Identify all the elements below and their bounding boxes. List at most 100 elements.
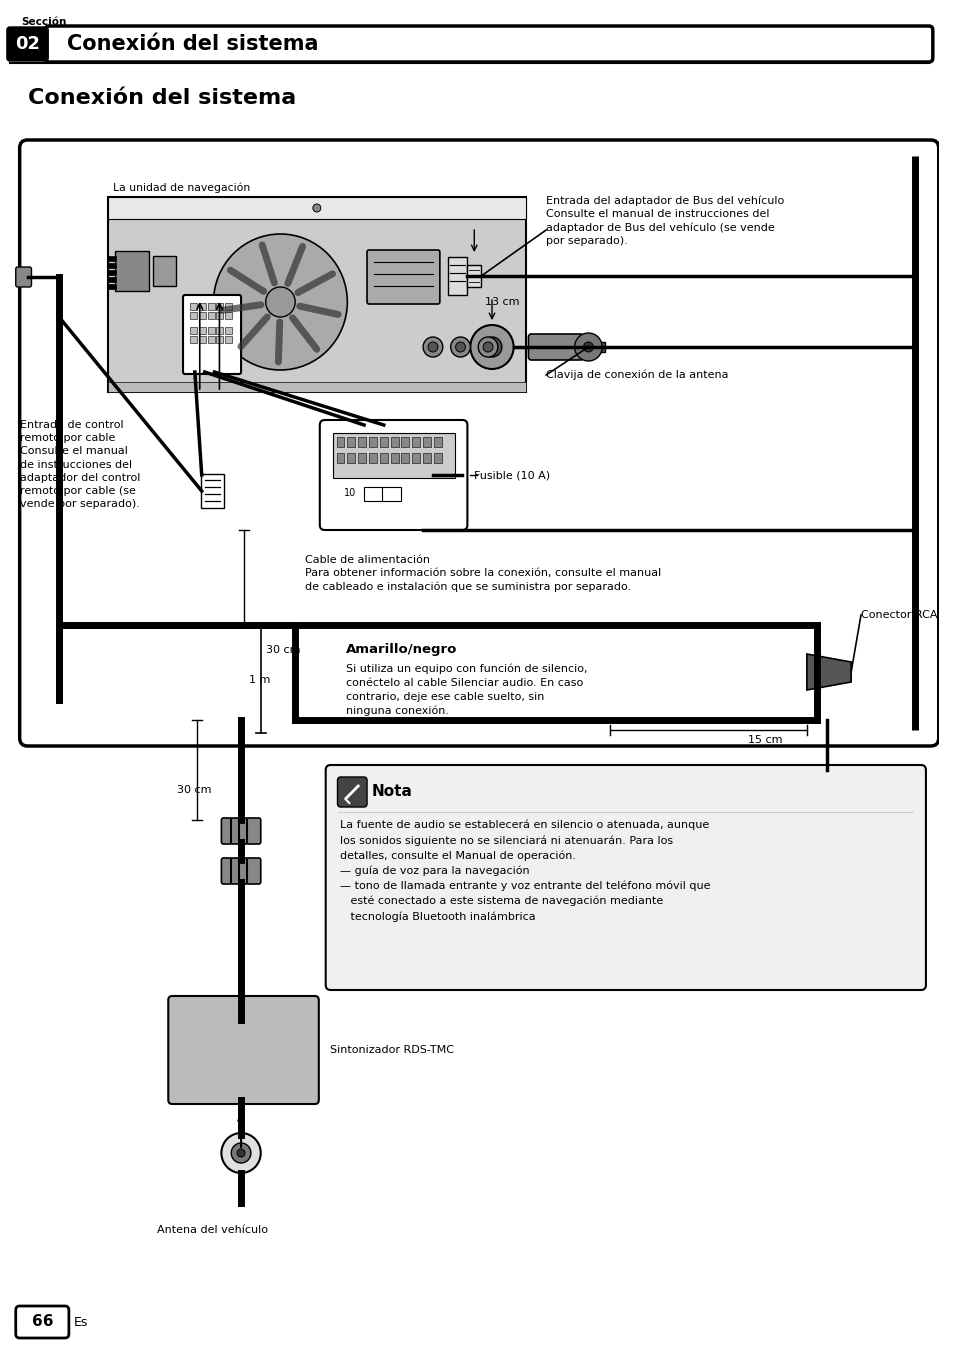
Bar xyxy=(401,453,409,462)
Text: Clavija de conexión de la antena: Clavija de conexión de la antena xyxy=(545,369,728,380)
Bar xyxy=(379,437,387,448)
Bar xyxy=(216,327,223,334)
FancyBboxPatch shape xyxy=(325,765,925,990)
Bar xyxy=(198,303,206,310)
Bar xyxy=(190,312,196,319)
Text: Conexión del sistema: Conexión del sistema xyxy=(28,88,295,108)
Bar xyxy=(108,270,116,274)
Circle shape xyxy=(221,1133,260,1174)
Circle shape xyxy=(481,337,501,357)
Bar xyxy=(190,303,196,310)
Text: Sintonizador RDS-TMC: Sintonizador RDS-TMC xyxy=(330,1045,454,1055)
Text: Cable de alimentación
Para obtener información sobre la conexión, consulte el ma: Cable de alimentación Para obtener infor… xyxy=(305,556,660,592)
Circle shape xyxy=(482,342,493,352)
Bar xyxy=(336,453,344,462)
Circle shape xyxy=(237,1149,245,1157)
FancyBboxPatch shape xyxy=(7,27,49,61)
Text: Fusible (10 A): Fusible (10 A) xyxy=(474,470,550,480)
Bar xyxy=(447,257,467,295)
Bar xyxy=(347,437,355,448)
Circle shape xyxy=(456,342,465,352)
Bar xyxy=(390,437,398,448)
Bar xyxy=(108,264,116,268)
Bar xyxy=(434,437,441,448)
Text: 02: 02 xyxy=(15,35,40,53)
Bar xyxy=(208,327,214,334)
Text: Conexión del sistema: Conexión del sistema xyxy=(67,34,318,54)
Text: Es: Es xyxy=(73,1315,88,1329)
Bar xyxy=(108,284,116,289)
FancyBboxPatch shape xyxy=(200,475,224,508)
Text: La unidad de navegación: La unidad de navegación xyxy=(113,183,250,193)
Bar xyxy=(390,453,398,462)
Text: La fuente de audio se establecerá en silencio o atenuada, aunque
los sonidos sig: La fuente de audio se establecerá en sil… xyxy=(340,821,710,922)
FancyBboxPatch shape xyxy=(20,141,938,746)
Text: 10: 10 xyxy=(344,488,356,498)
Bar xyxy=(357,453,366,462)
Bar xyxy=(190,337,196,343)
FancyBboxPatch shape xyxy=(319,420,467,530)
Bar xyxy=(336,437,344,448)
FancyBboxPatch shape xyxy=(16,266,31,287)
FancyBboxPatch shape xyxy=(337,777,367,807)
Bar xyxy=(423,453,431,462)
Circle shape xyxy=(574,333,601,361)
Text: Antena del vehículo: Antena del vehículo xyxy=(157,1225,268,1234)
Bar xyxy=(225,303,232,310)
Circle shape xyxy=(583,342,593,352)
Circle shape xyxy=(428,342,437,352)
FancyBboxPatch shape xyxy=(183,295,241,375)
Bar xyxy=(333,433,455,479)
Bar xyxy=(434,453,441,462)
Text: 66: 66 xyxy=(31,1314,53,1329)
FancyBboxPatch shape xyxy=(528,334,583,360)
Bar xyxy=(401,437,409,448)
Bar xyxy=(108,277,116,283)
Bar xyxy=(190,327,196,334)
FancyBboxPatch shape xyxy=(115,251,149,291)
Circle shape xyxy=(265,287,294,316)
Bar xyxy=(423,437,431,448)
Circle shape xyxy=(477,337,497,357)
Text: 13 cm: 13 cm xyxy=(484,297,519,307)
Bar xyxy=(108,383,526,392)
Bar xyxy=(108,256,116,261)
Text: 15 cm: 15 cm xyxy=(747,735,781,745)
Bar xyxy=(225,327,232,334)
Bar xyxy=(225,337,232,343)
Bar xyxy=(369,453,376,462)
Text: 30 cm: 30 cm xyxy=(265,645,300,654)
FancyBboxPatch shape xyxy=(16,1306,69,1338)
Bar xyxy=(580,342,604,352)
Text: 1 m: 1 m xyxy=(249,675,270,685)
FancyBboxPatch shape xyxy=(152,256,176,287)
FancyBboxPatch shape xyxy=(221,859,260,884)
Bar xyxy=(198,337,206,343)
Text: Entrada del adaptador de Bus del vehículo
Consulte el manual de instrucciones de: Entrada del adaptador de Bus del vehícul… xyxy=(545,195,783,246)
Bar xyxy=(208,312,214,319)
Circle shape xyxy=(423,337,442,357)
Text: Sección: Sección xyxy=(22,18,67,27)
Bar xyxy=(208,337,214,343)
Bar xyxy=(347,453,355,462)
Bar xyxy=(379,453,387,462)
Circle shape xyxy=(231,1142,251,1163)
FancyBboxPatch shape xyxy=(108,197,526,392)
Text: Entrada de control
remoto por cable
Consulte el manual
de instrucciones del
adap: Entrada de control remoto por cable Cons… xyxy=(20,420,140,510)
Bar xyxy=(198,327,206,334)
Text: Amarillo/negro: Amarillo/negro xyxy=(346,644,457,656)
Text: Conector RCA: Conector RCA xyxy=(861,610,937,621)
Bar xyxy=(225,312,232,319)
Polygon shape xyxy=(806,654,850,690)
Circle shape xyxy=(213,234,347,370)
Bar xyxy=(369,437,376,448)
Bar xyxy=(364,487,401,502)
FancyBboxPatch shape xyxy=(367,250,439,304)
Bar xyxy=(357,437,366,448)
Bar xyxy=(198,312,206,319)
Text: Nota: Nota xyxy=(372,784,413,799)
Circle shape xyxy=(450,337,470,357)
Bar xyxy=(412,453,419,462)
Text: Si utiliza un equipo con función de silencio,
conéctelo al cable Silenciar audio: Si utiliza un equipo con función de sile… xyxy=(346,662,587,717)
Bar xyxy=(216,312,223,319)
